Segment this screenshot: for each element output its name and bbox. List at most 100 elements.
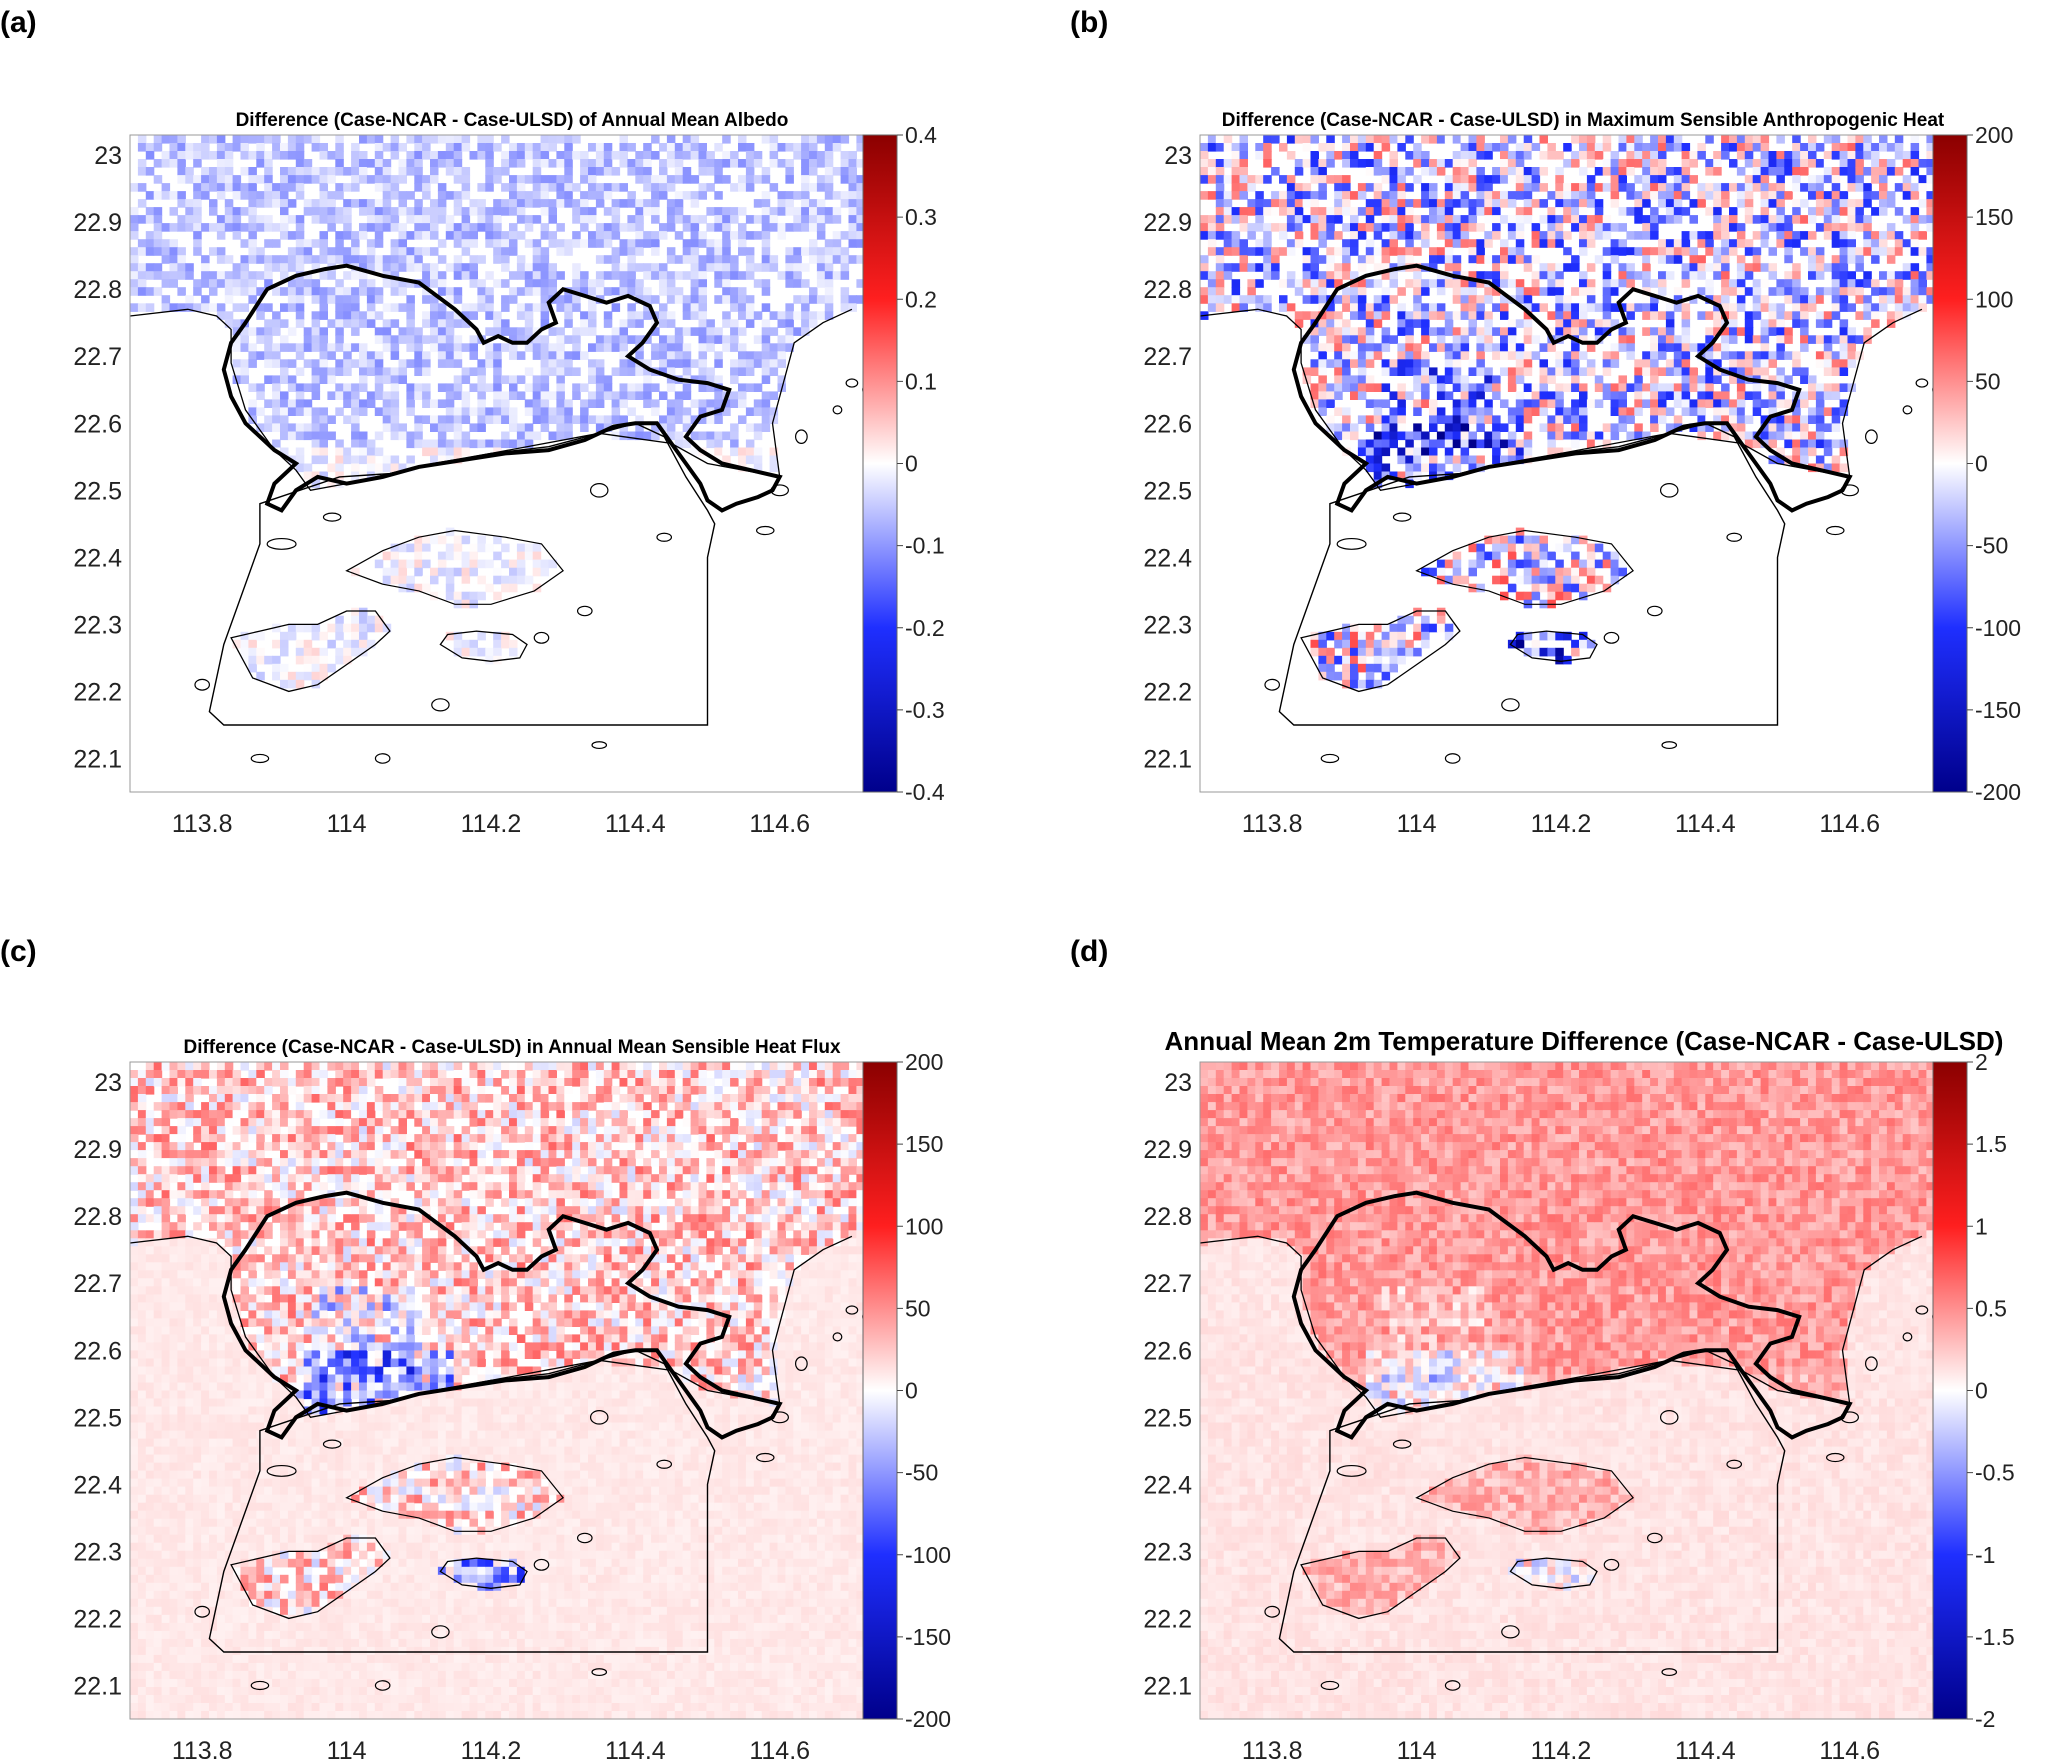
heatmap-cell (1744, 199, 1754, 208)
heatmap-cell (643, 335, 652, 344)
heatmap-cell (161, 295, 171, 304)
heatmap-cell (1902, 247, 1912, 256)
heatmap-cell (1760, 335, 1770, 344)
heatmap-cell (1357, 359, 1367, 368)
heatmap-cell (1215, 191, 1225, 200)
heatmap-cell (390, 207, 400, 216)
heatmap-cell (287, 679, 297, 689)
heatmap-cell (453, 239, 463, 248)
heatmap-cell (272, 191, 281, 200)
heatmap-cell (745, 183, 755, 192)
heatmap-cell (1681, 159, 1691, 168)
heatmap-cell (501, 327, 510, 336)
heatmap-cell (303, 135, 313, 144)
heatmap-cell (1492, 551, 1501, 561)
heatmap-cell (1910, 151, 1920, 160)
heatmap-cell (643, 359, 652, 368)
heatmap-cell (1768, 151, 1777, 160)
heatmap-cell (801, 223, 810, 232)
heatmap-cell (1555, 655, 1564, 665)
heatmap-cell (1760, 351, 1770, 360)
heatmap-cell (619, 415, 628, 424)
heatmap-cell (1705, 391, 1714, 400)
heatmap-cell (1776, 383, 1785, 392)
heatmap-cell (532, 583, 542, 593)
heatmap-cell (722, 159, 731, 168)
heatmap-cell (1547, 151, 1556, 160)
heatmap-cell (366, 287, 376, 296)
heatmap-cell (1815, 399, 1825, 408)
heatmap-cell (1286, 183, 1296, 192)
heatmap-cell (390, 559, 400, 569)
heatmap-cell (674, 327, 684, 336)
heatmap-cell (1342, 327, 1351, 336)
heatmap-cell (1610, 239, 1620, 248)
heatmap-cell (374, 359, 384, 368)
heatmap-cell (177, 303, 186, 312)
heatmap-cell (1421, 279, 1430, 288)
heatmap-cell (359, 287, 368, 296)
heatmap-cell (1571, 351, 1580, 360)
heatmap-cell (1563, 143, 1572, 152)
heatmap-cell (1476, 191, 1485, 200)
heatmap-cell (1555, 575, 1564, 585)
heatmap-cell (1910, 135, 1920, 144)
heatmap-cell (1318, 159, 1327, 168)
heatmap-cell (1231, 215, 1241, 224)
heatmap-cell (1223, 263, 1233, 272)
heatmap-cell (627, 391, 636, 400)
heatmap-cell (1523, 183, 1533, 192)
colorbar (862, 134, 898, 793)
heatmap-cell (1357, 143, 1367, 152)
heatmap-cell (801, 279, 810, 288)
heatmap-cell (1436, 207, 1446, 216)
heatmap-cell (1413, 431, 1422, 441)
heatmap-cell (177, 175, 186, 184)
heatmap-cell (1729, 423, 1738, 432)
heatmap-cell (1752, 359, 1762, 368)
heatmap-cell (1697, 287, 1706, 296)
heatmap-cell (540, 183, 550, 192)
heatmap-cell (169, 207, 178, 216)
heatmap-cell (682, 135, 692, 144)
heatmap-cell (1397, 311, 1406, 320)
heatmap-cell (390, 271, 400, 280)
heatmap-cell (1808, 407, 1817, 416)
heatmap-cell (469, 383, 478, 392)
heatmap-cell (1436, 383, 1446, 392)
heatmap-cell (1618, 383, 1627, 392)
heatmap-cell (1405, 207, 1414, 216)
heatmap-cell (1421, 199, 1430, 208)
heatmap-cell (335, 343, 344, 352)
heatmap-cell (366, 223, 376, 232)
heatmap-cell (366, 311, 376, 320)
heatmap-cell (469, 335, 478, 344)
heatmap-cell (1500, 175, 1509, 184)
heatmap-cell (509, 287, 518, 296)
heatmap-cell (177, 167, 186, 176)
heatmap-cell (1713, 303, 1722, 312)
heatmap-cell (1436, 391, 1446, 400)
heatmap-cell (801, 319, 810, 328)
heatmap-cell (327, 255, 336, 264)
heatmap-cell (256, 191, 265, 200)
heatmap-cell (240, 631, 249, 641)
heatmap-cell (1579, 383, 1588, 392)
heatmap-cell (1389, 335, 1398, 344)
heatmap-cell (714, 447, 723, 457)
heatmap-cell (588, 279, 597, 288)
heatmap-cell (651, 175, 660, 184)
heatmap-cell (1318, 191, 1327, 200)
heatmap-cell (216, 215, 226, 224)
heatmap-cell (722, 399, 731, 408)
heatmap-cell (1207, 271, 1217, 280)
heatmap-cell (643, 367, 652, 376)
heatmap-cell (1768, 167, 1777, 176)
heatmap-cell (311, 431, 321, 441)
heatmap-cell (445, 311, 455, 320)
heatmap-cell (516, 567, 526, 577)
heatmap-cell (1523, 263, 1533, 272)
heatmap-cell (1223, 247, 1233, 256)
heatmap-cell (556, 391, 565, 400)
heatmap-cell (635, 239, 644, 248)
